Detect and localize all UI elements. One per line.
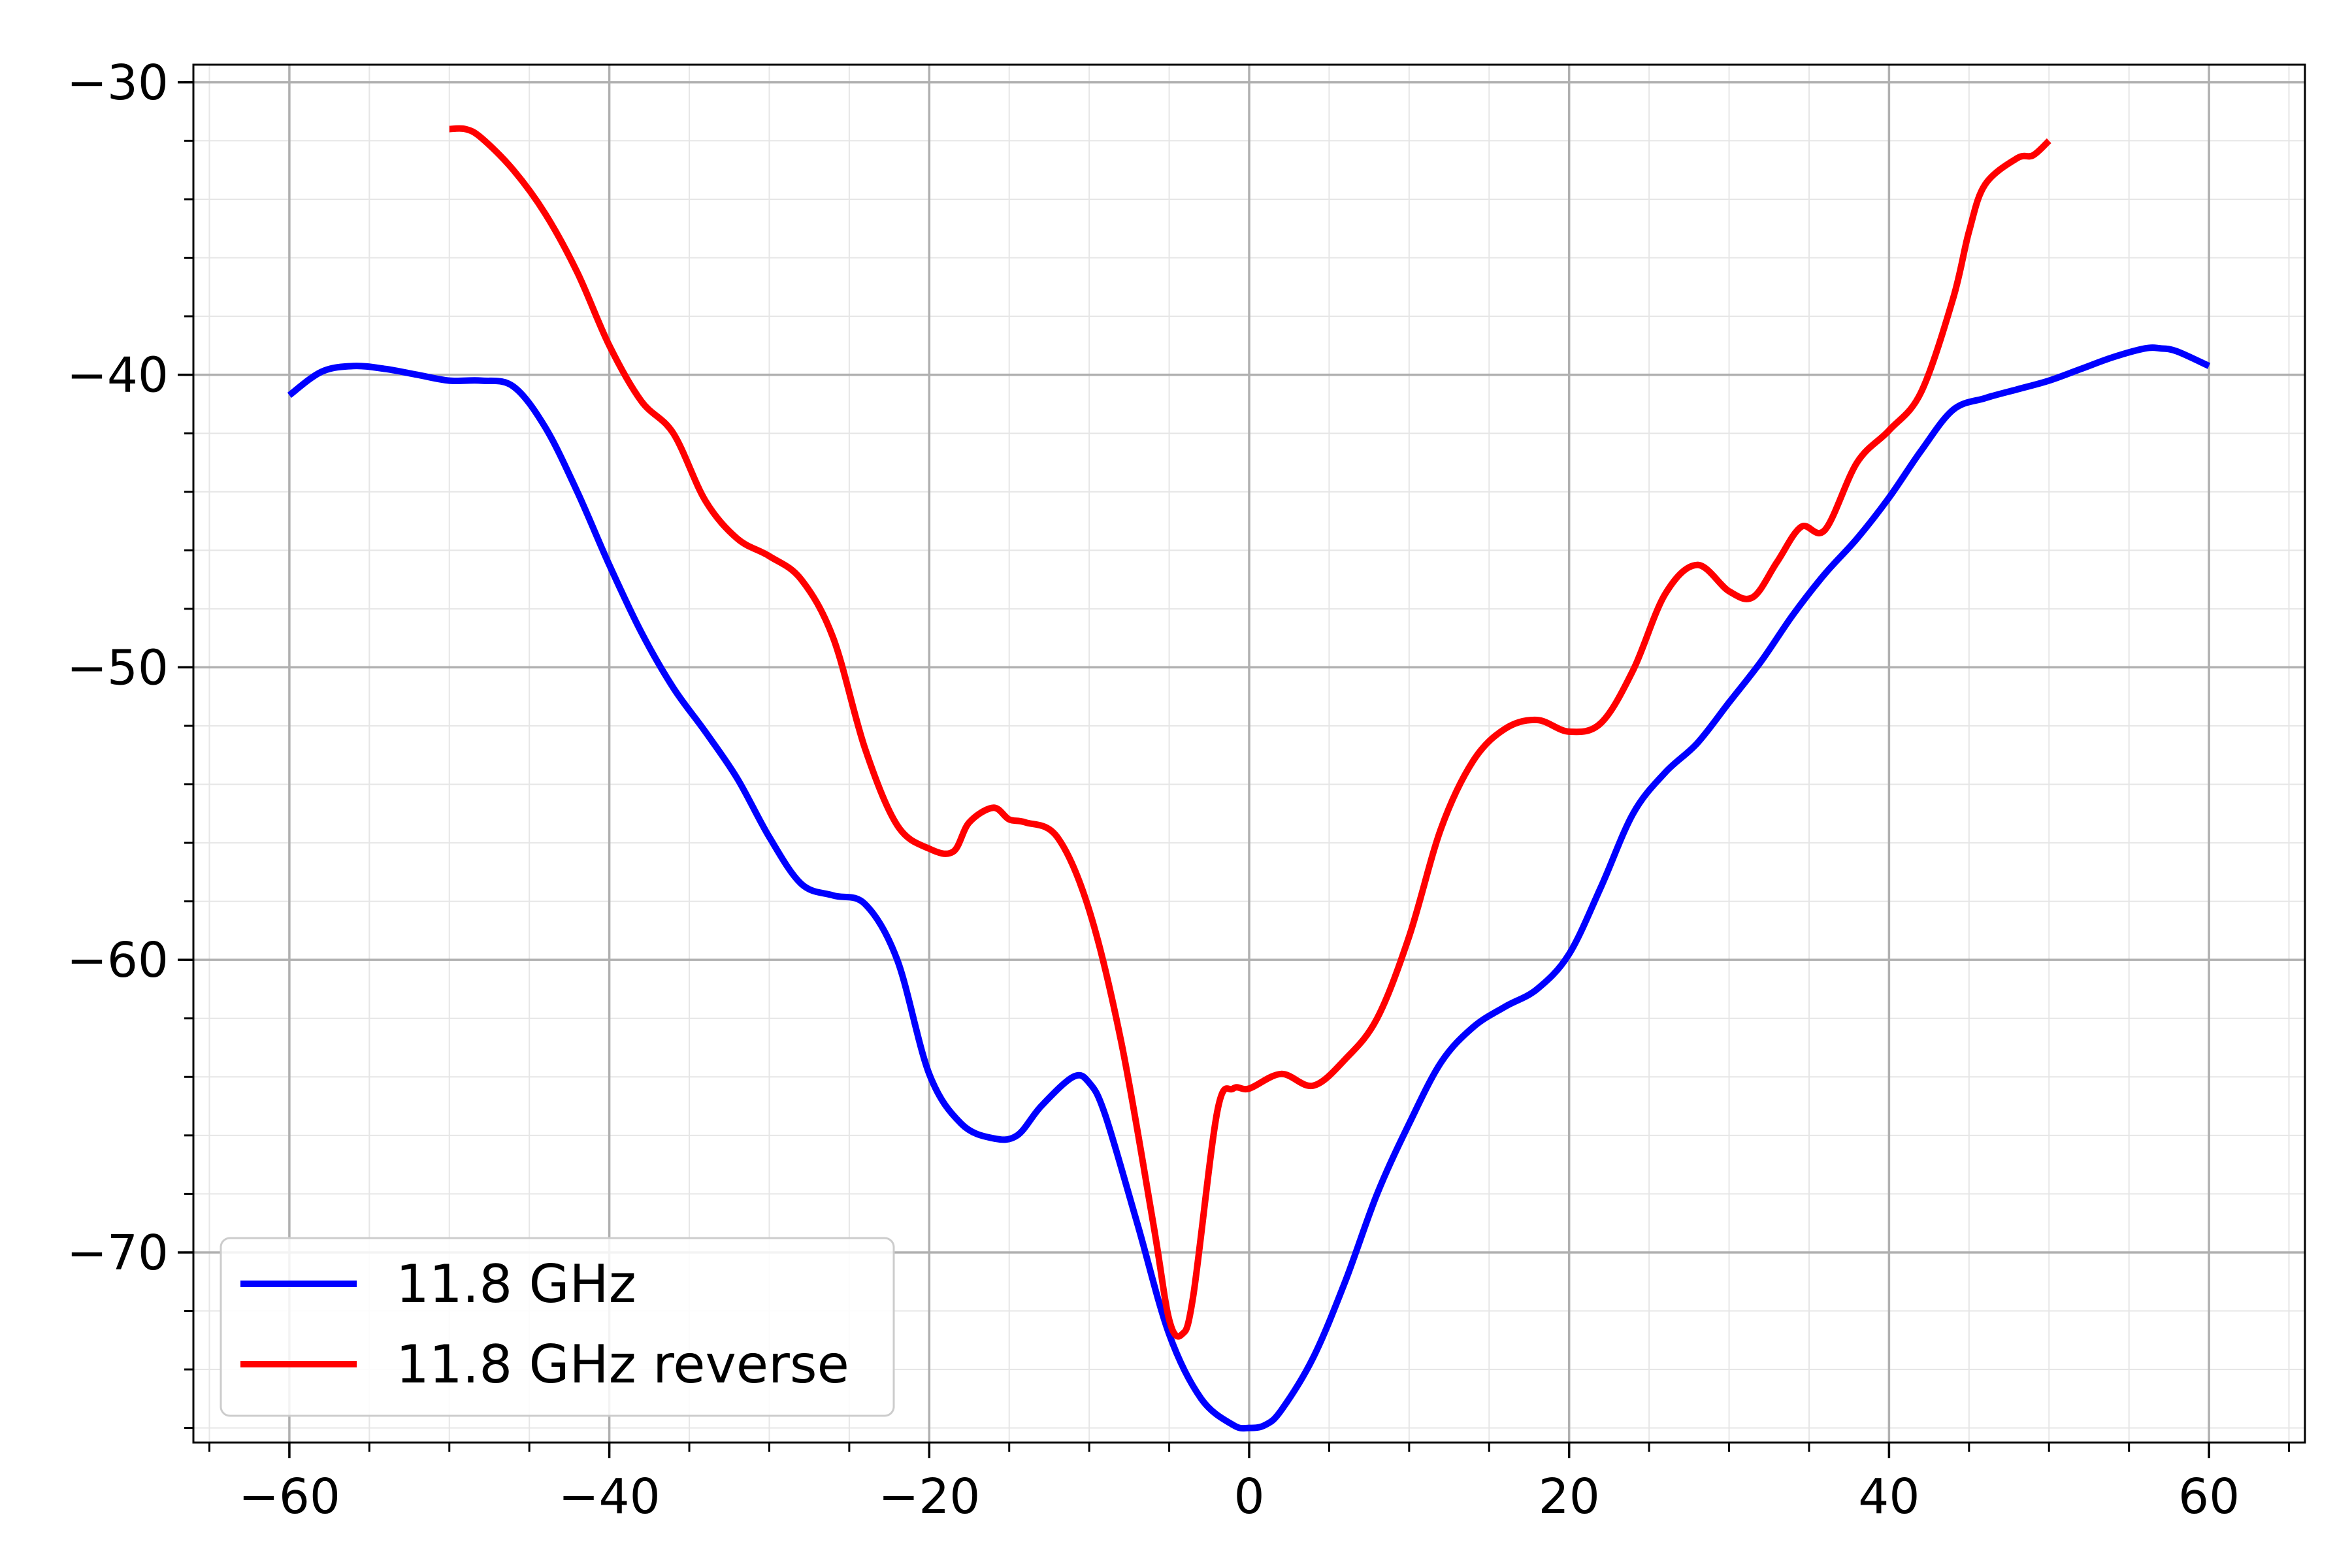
legend-label-1: 11.8 GHz reverse xyxy=(396,1334,849,1395)
series-line-0 xyxy=(287,344,2211,1432)
y-tick-label: −40 xyxy=(67,348,169,404)
y-tick-label: −70 xyxy=(67,1225,169,1281)
series-layer xyxy=(287,125,2211,1432)
y-tick-label: −60 xyxy=(67,932,169,988)
x-tick-label: −20 xyxy=(878,1469,980,1525)
x-tick-label: 20 xyxy=(1539,1469,1600,1525)
axis-tick-labels: −60 −40 −20 0 20 40 60 −70 −60 −50 −40 −30 xyxy=(67,55,2240,1525)
x-tick-label: −40 xyxy=(559,1469,661,1525)
axis-ticks xyxy=(178,81,2291,1458)
y-tick-label: −30 xyxy=(67,55,169,111)
legend: 11.8 GHz 11.8 GHz reverse xyxy=(220,1237,895,1417)
legend-box xyxy=(220,1237,895,1417)
series-line-1 xyxy=(449,125,2051,1340)
x-tick-label: 60 xyxy=(2178,1469,2240,1525)
y-tick-label: −50 xyxy=(67,640,169,696)
x-tick-label: −60 xyxy=(238,1469,340,1525)
x-tick-label: 40 xyxy=(1858,1469,1919,1525)
x-tick-label: 0 xyxy=(1233,1469,1264,1525)
legend-label-0: 11.8 GHz xyxy=(396,1254,636,1315)
